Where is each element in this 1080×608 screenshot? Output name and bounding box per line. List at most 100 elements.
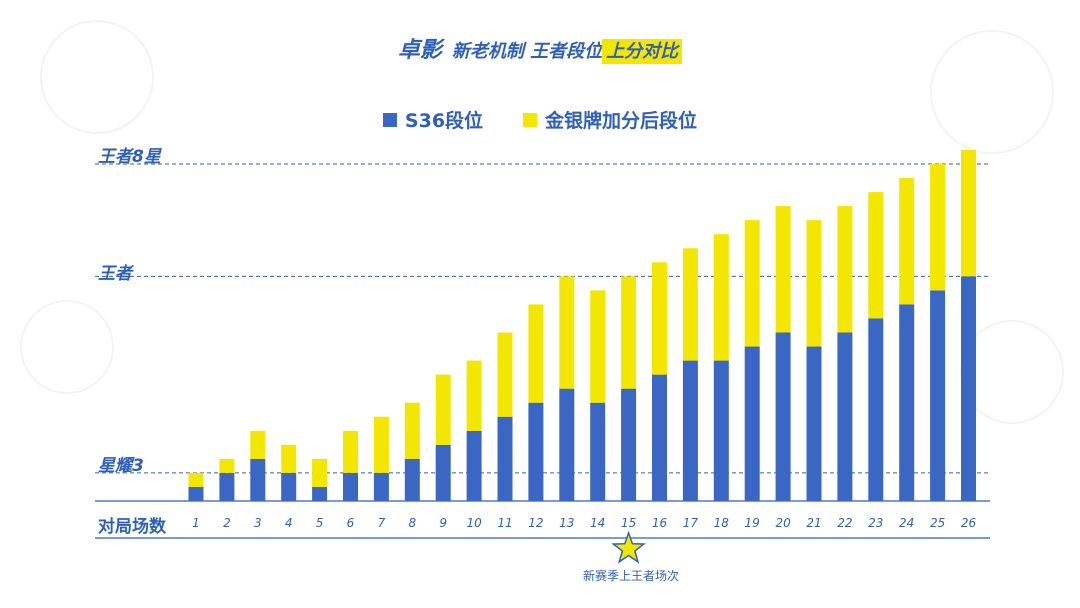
title-subtitle: 新老机制 王者段位 bbox=[451, 41, 603, 62]
x-tick-label: 6 bbox=[347, 516, 355, 530]
bar-medal-bonus bbox=[961, 149, 976, 277]
bar-medal-bonus bbox=[621, 276, 637, 389]
x-tick-label: 17 bbox=[683, 516, 699, 530]
bar-medal-bonus bbox=[806, 220, 822, 347]
bar-medal-bonus bbox=[559, 276, 575, 389]
bar-s36 bbox=[621, 388, 637, 501]
x-tick-label: 5 bbox=[316, 516, 324, 530]
x-tick-label: 7 bbox=[378, 516, 386, 530]
x-tick-label: 22 bbox=[837, 516, 852, 530]
bar-s36 bbox=[775, 332, 791, 501]
bar-s36 bbox=[435, 444, 451, 501]
x-axis-title: 对局场数 bbox=[98, 517, 166, 537]
x-tick-label: 19 bbox=[745, 516, 760, 530]
bar-medal-bonus bbox=[497, 332, 513, 417]
bar-s36 bbox=[373, 472, 389, 501]
x-tick-label: 23 bbox=[868, 516, 883, 530]
x-tick-label: 8 bbox=[408, 516, 416, 530]
bar-medal-bonus bbox=[837, 206, 853, 333]
title-brand: 卓影 bbox=[397, 38, 442, 63]
bar-medal-bonus bbox=[775, 206, 791, 333]
x-tick-label: 16 bbox=[652, 516, 668, 530]
star-caption: 新赛季上王者场次 bbox=[582, 569, 679, 583]
chart-legend: S36段位 金银牌加分后段位 bbox=[0, 106, 1080, 133]
bar-medal-bonus bbox=[404, 402, 420, 459]
x-tick-label: 4 bbox=[285, 516, 293, 530]
bar-medal-bonus bbox=[466, 360, 482, 431]
bar-s36 bbox=[590, 402, 606, 501]
level-label-mid: 王者 bbox=[98, 264, 132, 284]
page-title: 卓影 新老机制 王者段位 上分对比 bbox=[0, 32, 1080, 64]
x-tick-label: 10 bbox=[466, 516, 482, 530]
x-tick-label: 1 bbox=[192, 516, 200, 530]
bar-s36 bbox=[219, 472, 235, 501]
bar-medal-bonus bbox=[250, 430, 266, 459]
x-tick-label: 13 bbox=[559, 516, 574, 530]
bar-medal-bonus bbox=[713, 234, 729, 361]
bar-s36 bbox=[343, 472, 358, 501]
bar-s36 bbox=[404, 458, 420, 501]
bar-medal-bonus bbox=[930, 164, 946, 291]
bar-s36 bbox=[528, 402, 544, 501]
bar-s36 bbox=[837, 332, 853, 501]
bar-medal-bonus bbox=[312, 458, 328, 487]
bar-medal-bonus bbox=[435, 374, 451, 445]
legend-swatch-yellow bbox=[523, 112, 538, 127]
legend-item-medal: 金银牌加分后段位 bbox=[523, 106, 697, 133]
bar-s36 bbox=[466, 430, 482, 501]
level-label-low: 星耀3 bbox=[98, 456, 144, 476]
bar-medal-bonus bbox=[868, 192, 884, 319]
star-icon bbox=[611, 530, 646, 564]
bar-s36 bbox=[899, 304, 915, 501]
x-tick-label: 26 bbox=[961, 516, 977, 530]
bar-s36 bbox=[930, 290, 946, 501]
x-tick-label: 25 bbox=[930, 516, 945, 530]
x-tick-label: 24 bbox=[899, 516, 914, 530]
x-tick-label: 2 bbox=[223, 516, 231, 530]
bar-s36 bbox=[806, 346, 822, 501]
level-label-top: 王者8星 bbox=[98, 147, 161, 167]
bar-medal-bonus bbox=[590, 290, 606, 403]
x-tick-label: 18 bbox=[714, 516, 730, 530]
bar-s36 bbox=[713, 360, 729, 501]
bar-medal-bonus bbox=[682, 248, 698, 361]
bar-medal-bonus bbox=[219, 458, 235, 473]
bar-s36 bbox=[652, 374, 667, 501]
bar-s36 bbox=[188, 486, 204, 501]
legend-label: S36段位 bbox=[404, 110, 484, 132]
background-doodle bbox=[930, 30, 1054, 154]
x-tick-label: 20 bbox=[775, 516, 791, 530]
bar-s36 bbox=[682, 360, 698, 501]
legend-swatch-blue bbox=[382, 112, 397, 127]
bar-s36 bbox=[250, 458, 266, 501]
bar-s36 bbox=[961, 276, 976, 501]
bar-medal-bonus bbox=[281, 444, 297, 473]
legend-item-s36: S36段位 bbox=[382, 106, 484, 133]
bar-s36 bbox=[281, 472, 297, 501]
x-tick-label: 9 bbox=[439, 516, 447, 530]
bar-s36 bbox=[559, 388, 575, 501]
bar-medal-bonus bbox=[899, 178, 915, 305]
background-doodle bbox=[40, 20, 154, 134]
bar-medal-bonus bbox=[373, 416, 389, 473]
x-tick-label: 21 bbox=[806, 516, 821, 530]
x-tick-label: 11 bbox=[497, 516, 512, 530]
x-tick-label: 14 bbox=[590, 516, 605, 530]
bar-s36 bbox=[497, 416, 513, 501]
bar-medal-bonus bbox=[744, 220, 760, 347]
bar-s36 bbox=[312, 486, 328, 501]
background-doodle bbox=[20, 300, 114, 394]
title-highlight: 上分对比 bbox=[602, 39, 683, 64]
x-tick-label: 15 bbox=[621, 516, 636, 530]
bar-s36 bbox=[868, 318, 884, 501]
bar-medal-bonus bbox=[188, 472, 204, 487]
x-tick-label: 12 bbox=[528, 516, 543, 530]
bar-medal-bonus bbox=[528, 304, 544, 403]
bar-s36 bbox=[744, 346, 760, 501]
bar-medal-bonus bbox=[652, 262, 667, 375]
bar-medal-bonus bbox=[343, 430, 358, 473]
legend-label: 金银牌加分后段位 bbox=[545, 110, 698, 132]
x-tick-label: 3 bbox=[254, 516, 262, 530]
